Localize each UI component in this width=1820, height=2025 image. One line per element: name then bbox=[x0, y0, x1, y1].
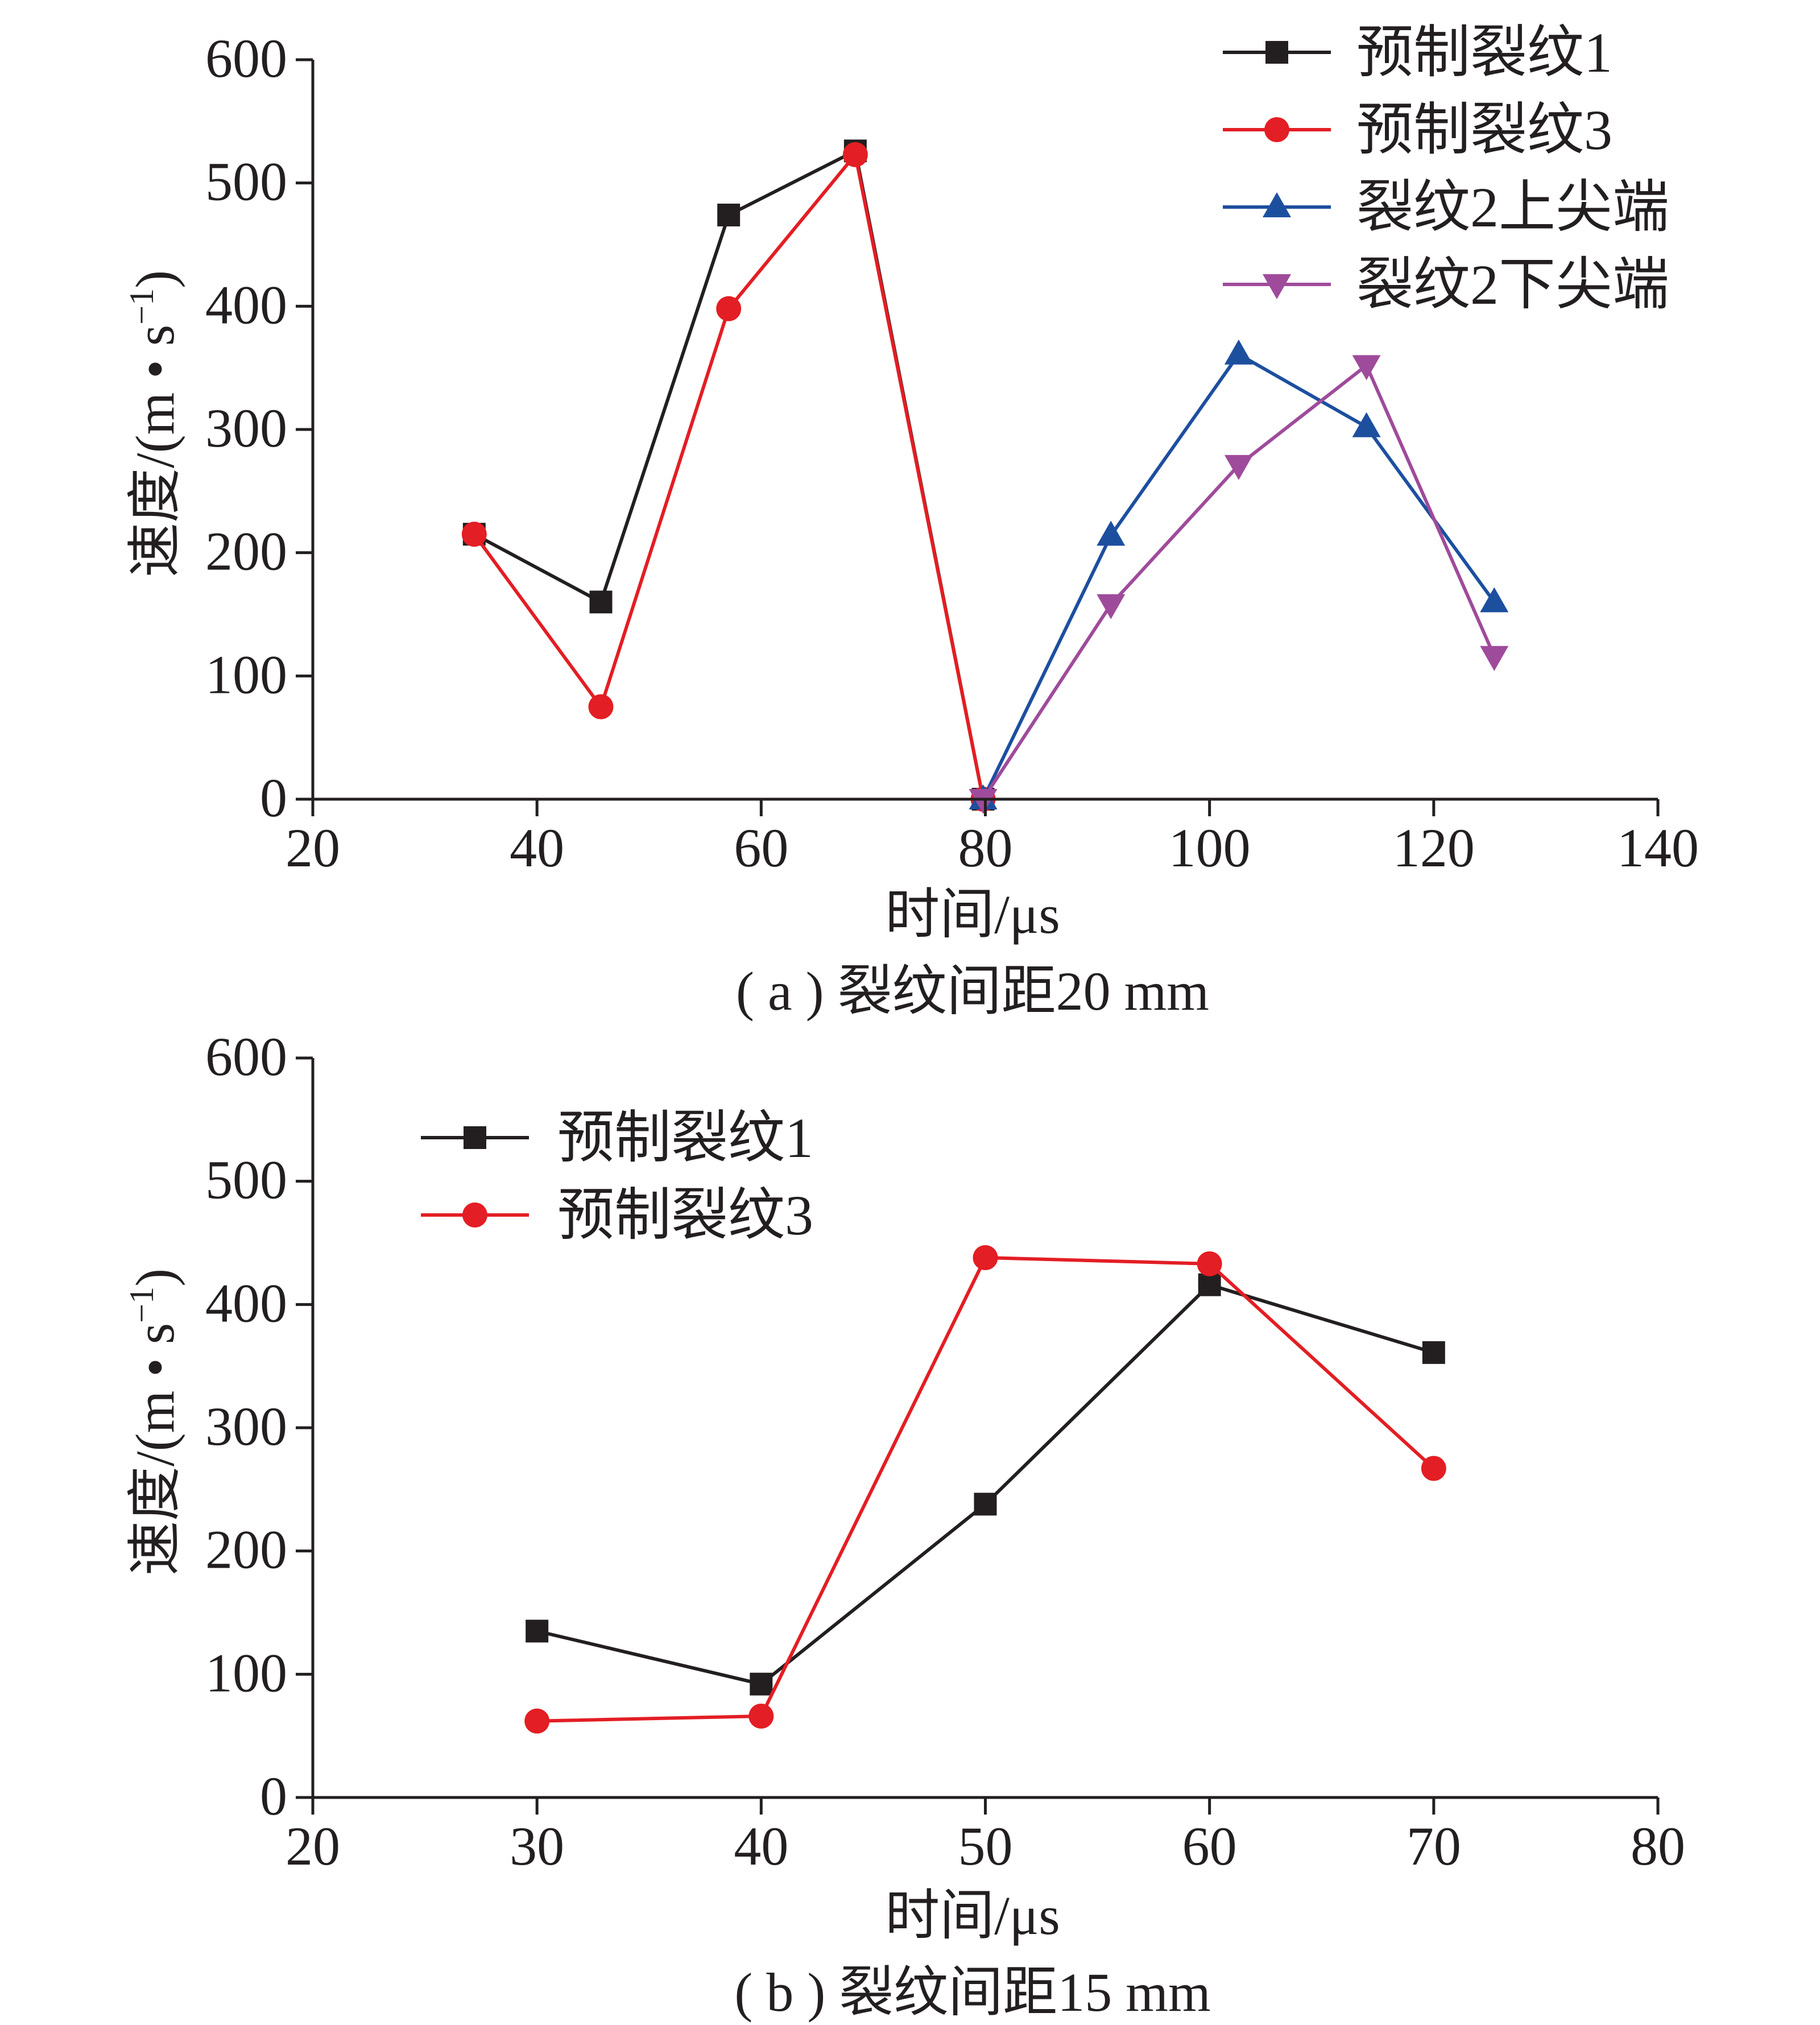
chart-a-x-tick-label: 20 bbox=[286, 817, 340, 878]
chart-b-y-tick-label: 200 bbox=[205, 1519, 287, 1580]
chart-b-y-tick-label: 0 bbox=[260, 1766, 287, 1826]
chart-b-y-axis-title-sup: −1 bbox=[123, 1287, 160, 1323]
chart-b-axes bbox=[311, 1058, 1658, 1799]
chart-b-series-2-point bbox=[973, 1245, 998, 1270]
chart-a-x-tick-label: 100 bbox=[1169, 817, 1251, 878]
chart-a-y-tick-label: 300 bbox=[205, 398, 287, 458]
chart-b-x-tick-label: 60 bbox=[1182, 1816, 1237, 1877]
chart-a-y-axis-title-sup: −1 bbox=[123, 288, 160, 325]
chart-a-series-1-point bbox=[589, 590, 613, 614]
chart-b-y-tick-label: 400 bbox=[205, 1272, 287, 1333]
chart-a-series-2-point bbox=[842, 142, 868, 167]
chart-a-y-axis-title-close: ) bbox=[125, 270, 185, 288]
chart-b-series-1-point bbox=[1422, 1341, 1445, 1364]
chart-b-y-tick-label: 500 bbox=[205, 1150, 287, 1210]
chart-a-series-3-point bbox=[1480, 587, 1509, 613]
chart-b-series-line-2 bbox=[537, 1256, 1435, 1723]
chart-b-marks bbox=[524, 1245, 1446, 1734]
chart-a-legend-label: 预制裂纹1 bbox=[1356, 21, 1612, 84]
chart-a-series-2-point bbox=[461, 522, 487, 547]
chart-a-x-tick-label: 60 bbox=[734, 817, 788, 878]
chart-a-x-tick-label: 120 bbox=[1393, 817, 1475, 878]
chart-b-x-tick-label: 30 bbox=[510, 1816, 564, 1877]
chart-b-legend-marker bbox=[464, 1126, 486, 1149]
chart-a-series-4-point bbox=[1352, 355, 1381, 381]
chart-a-legend-marker bbox=[1263, 192, 1291, 217]
chart-a-marks bbox=[461, 139, 1509, 814]
chart-b-x-tick-label: 20 bbox=[286, 1816, 340, 1877]
chart-b-x-tick-label: 80 bbox=[1631, 1816, 1685, 1877]
chart-b-x-tick-label: 70 bbox=[1407, 1816, 1461, 1877]
chart-b-series-2-point bbox=[748, 1704, 774, 1729]
chart-a-series-line-3 bbox=[981, 352, 1496, 800]
chart-a-legend-label: 裂纹2上尖端 bbox=[1356, 176, 1669, 239]
chart-a-caption: ( a ) 裂纹间距20 mm bbox=[736, 961, 1209, 1022]
chart-b-y-axis-title-main: 速度/(m • s bbox=[125, 1323, 185, 1576]
chart-a-series-3-point bbox=[1097, 520, 1126, 546]
chart-b-x-axis-title: 时间/μs bbox=[885, 1885, 1060, 1946]
chart-a-series-4-point bbox=[1097, 594, 1126, 619]
chart-a-series-line-1 bbox=[473, 149, 985, 800]
chart-a-legend-marker bbox=[1265, 41, 1288, 64]
chart-a-y-tick-label: 0 bbox=[260, 767, 287, 828]
chart-a-x-tick-label: 80 bbox=[958, 817, 1013, 878]
chart-a-series-4-point bbox=[969, 789, 998, 814]
chart-b-y-tick-label: 300 bbox=[205, 1396, 287, 1457]
chart-a-legend-label: 裂纹2下尖端 bbox=[1356, 253, 1669, 316]
chart-b-y-axis-title: 速度/(m • s−1) bbox=[123, 1268, 185, 1576]
chart-a-legend-marker bbox=[1264, 117, 1289, 142]
chart-b-ticks: 20 30 40 50 60 70 80 0 100 200 300 400 500 600 bbox=[205, 1026, 1685, 1877]
chart-a-ticks: 20 40 60 80 100 120 140 0 100 200 300 400 500 600 bbox=[205, 28, 1699, 878]
chart-a-series-4-point bbox=[1224, 454, 1253, 480]
chart-a-y-tick-label: 400 bbox=[205, 274, 287, 335]
chart-a-series-3-point bbox=[1224, 339, 1253, 365]
chart-b-legend-marker bbox=[462, 1202, 487, 1228]
chart-b-series-1-point bbox=[974, 1493, 997, 1516]
chart-a-legend-label: 预制裂纹3 bbox=[1356, 98, 1612, 162]
chart-a-series-2-point bbox=[588, 694, 614, 720]
chart-b-y-tick-label: 600 bbox=[205, 1026, 287, 1087]
chart-b-legend: 预制裂纹1 预制裂纹3 bbox=[421, 1106, 813, 1247]
chart-a-x-tick-label: 40 bbox=[510, 817, 564, 878]
chart-b-legend-label: 预制裂纹1 bbox=[557, 1106, 813, 1169]
chart-panel-a: 20 40 60 80 100 120 140 0 100 200 300 400 500 600 时间/… bbox=[123, 21, 1699, 1022]
chart-a-y-tick-label: 600 bbox=[205, 28, 287, 89]
chart-a-series-1-point bbox=[717, 204, 741, 226]
chart-a-y-tick-label: 100 bbox=[205, 644, 287, 705]
chart-a-legend-marker bbox=[1263, 274, 1291, 299]
chart-b-series-1-point bbox=[526, 1619, 549, 1643]
chart-a-y-axis-title: 速度/(m • s−1) bbox=[123, 270, 185, 577]
chart-b-x-tick-label: 40 bbox=[734, 1816, 788, 1877]
chart-b-y-axis-title-close: ) bbox=[125, 1268, 185, 1287]
chart-b-series-1-point bbox=[1198, 1273, 1221, 1296]
chart-a-y-axis-title-main: 速度/(m • s bbox=[125, 325, 185, 577]
chart-a-series-3-point bbox=[1352, 412, 1381, 437]
chart-b-series-2-point bbox=[1421, 1456, 1446, 1481]
chart-a-series-line-2 bbox=[473, 152, 985, 800]
chart-a-x-tick-label: 140 bbox=[1617, 817, 1699, 878]
chart-b-y-tick-label: 100 bbox=[205, 1642, 287, 1703]
chart-a-x-axis-title: 时间/μs bbox=[885, 884, 1060, 945]
chart-a-series-4-point bbox=[1480, 646, 1509, 671]
chart-a-y-tick-label: 500 bbox=[205, 151, 287, 212]
chart-b-caption: ( b ) 裂纹间距15 mm bbox=[734, 1962, 1210, 2023]
chart-b-legend-label: 预制裂纹3 bbox=[557, 1184, 813, 1247]
chart-b-series-2-point bbox=[524, 1708, 550, 1734]
chart-a-axes bbox=[311, 60, 1658, 801]
chart-b-series-2-point bbox=[1197, 1251, 1222, 1276]
chart-a-y-tick-label: 200 bbox=[205, 521, 287, 582]
chart-b-series-1-point bbox=[750, 1672, 773, 1696]
chart-b-x-tick-label: 50 bbox=[958, 1816, 1013, 1877]
chart-a-series-2-point bbox=[716, 296, 742, 321]
chart-a-series-line-4 bbox=[982, 363, 1496, 800]
